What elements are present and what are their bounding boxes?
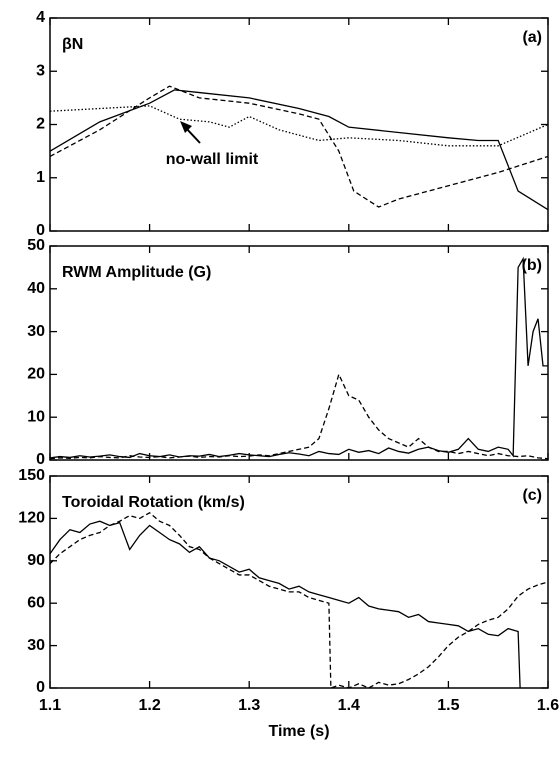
series-line	[49, 85, 549, 208]
y-tick-label: 30	[27, 323, 45, 340]
series-line	[49, 511, 549, 689]
x-tick-label: 1.5	[437, 697, 459, 714]
series-line	[49, 520, 521, 689]
y-tick-label: 4	[36, 9, 45, 26]
y-tick-label: 1	[36, 169, 45, 186]
plot-frame	[49, 17, 549, 232]
x-tick-label: 1.6	[537, 697, 559, 714]
plot-frame	[49, 245, 549, 461]
y-tick-label: 60	[27, 594, 45, 611]
y-tick-label: 3	[36, 62, 45, 79]
y-tick-label: 2	[36, 116, 45, 133]
panel-label: (b)	[522, 257, 542, 274]
y-tick-label: 20	[27, 366, 45, 383]
x-tick-label: 1.3	[238, 697, 260, 714]
annotation: no-wall limit	[166, 151, 259, 168]
y-tick-label: 30	[27, 637, 45, 654]
y-tick-label: 150	[18, 467, 45, 484]
y-tick-label: 120	[18, 510, 45, 527]
panel-title: Toroidal Rotation (km/s)	[62, 494, 245, 511]
panel-title: RWM Amplitude (G)	[62, 264, 211, 281]
panel-title: βN	[62, 36, 83, 53]
x-tick-label: 1.1	[39, 697, 61, 714]
series-line	[49, 372, 549, 460]
panel-label: (c)	[522, 487, 542, 504]
series-line	[49, 256, 548, 459]
y-tick-label: 0	[36, 679, 45, 696]
x-tick-label: 1.2	[138, 697, 160, 714]
x-tick-label: 1.4	[338, 697, 360, 714]
series-line	[49, 89, 549, 211]
annotation-arrowhead	[180, 121, 192, 133]
y-tick-label: 0	[36, 451, 45, 468]
panel-label: (a)	[522, 29, 542, 46]
y-tick-label: 50	[27, 237, 45, 254]
y-tick-label: 90	[27, 552, 45, 569]
y-tick-label: 40	[27, 280, 45, 297]
y-tick-label: 0	[36, 222, 45, 239]
x-axis-label: Time (s)	[268, 723, 329, 740]
plot-frame	[49, 475, 549, 689]
y-tick-label: 10	[27, 408, 45, 425]
series-line	[49, 105, 549, 147]
